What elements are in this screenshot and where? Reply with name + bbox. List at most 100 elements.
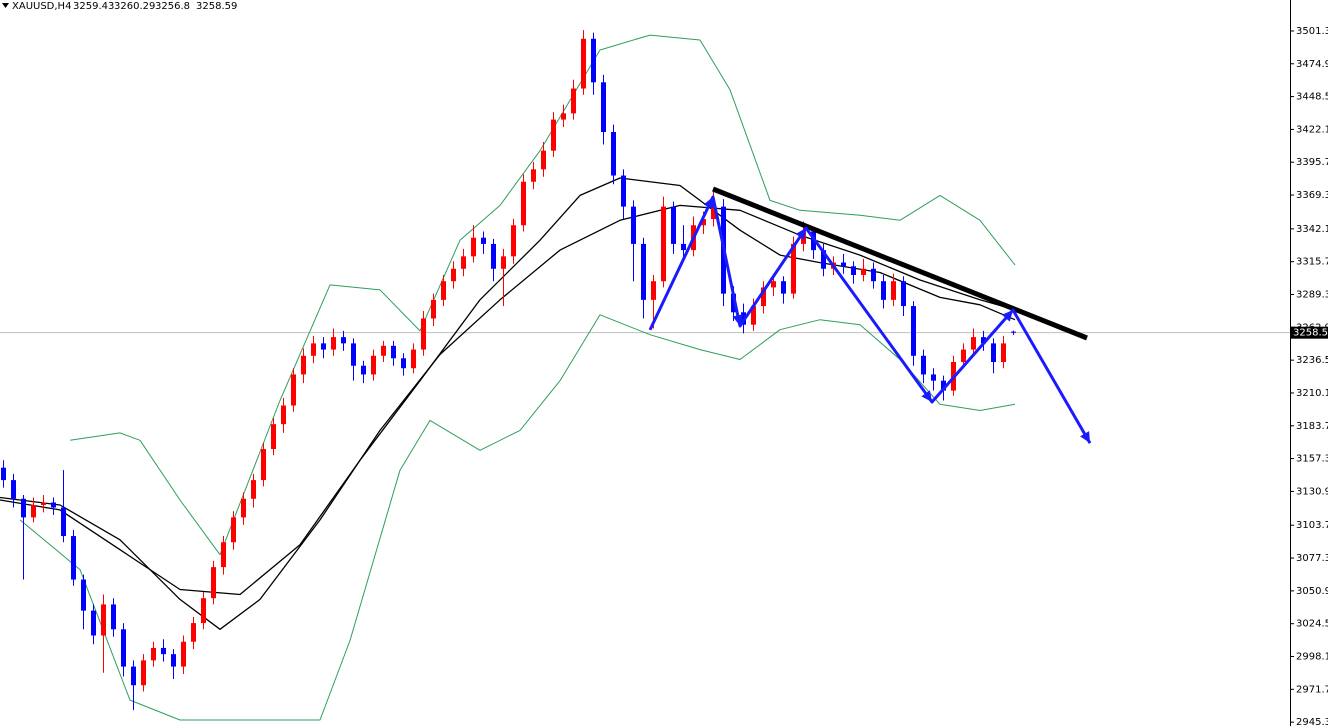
candle-body (941, 380, 946, 391)
y-tick-label: 3050.90 (1296, 586, 1328, 597)
indicator-line (69, 34, 1016, 556)
y-tick-label: 3236.50 (1296, 355, 1328, 366)
y-tick-label: 3422.10 (1296, 124, 1328, 135)
arrowhead (732, 314, 743, 326)
candle-body (731, 293, 736, 313)
candle-body (561, 113, 566, 120)
plot-area (0, 30, 1290, 721)
candle-body (761, 287, 766, 307)
candle-body (211, 567, 216, 599)
y-tick-label: 3157.30 (1296, 454, 1328, 465)
candle-body (1011, 331, 1016, 333)
candle-body (961, 349, 966, 363)
arrowhead (703, 196, 714, 209)
candle-body (601, 82, 606, 133)
candle-body (361, 365, 366, 375)
drawn-line (648, 195, 1092, 444)
candle-body (821, 250, 826, 269)
candle-body (401, 358, 406, 369)
candle-body (351, 343, 356, 366)
candle-body (981, 337, 986, 344)
y-tick-label: 3183.70 (1296, 421, 1328, 432)
candle-body (391, 345, 396, 359)
candle-body (501, 256, 506, 269)
candle-body (861, 268, 866, 275)
y-tick-label: 3474.90 (1296, 59, 1328, 70)
candle-body (251, 480, 256, 499)
candle-body (711, 206, 716, 220)
candle-body (431, 299, 436, 319)
candle-body (261, 449, 266, 481)
candle-body (541, 150, 546, 170)
candle-body (521, 181, 526, 226)
candle-body (341, 337, 346, 344)
candle-body (751, 306, 756, 325)
y-tick-label: 3103.70 (1296, 520, 1328, 531)
symbol-title: XAUUSD,H4 (12, 1, 71, 12)
header-low: 3256.8 (155, 1, 190, 12)
candle-body (591, 38, 596, 83)
indicator-line (19, 314, 1016, 721)
candle-body (231, 517, 236, 543)
candle-body (1, 467, 6, 481)
candle-body (631, 206, 636, 244)
y-tick-label: 3501.30 (1296, 26, 1328, 37)
candle-body (551, 119, 556, 151)
candle-body (11, 480, 16, 499)
candle-body (771, 281, 776, 288)
candle-body (51, 502, 56, 508)
candle-body (491, 243, 496, 269)
candle-body (411, 349, 416, 369)
candle-body (851, 266, 856, 275)
candle-body (31, 504, 36, 518)
candle-body (41, 502, 46, 505)
candle-body (311, 343, 316, 356)
arrowhead (1080, 431, 1090, 444)
candle-body (271, 424, 276, 450)
candle-body (531, 169, 536, 182)
menu-icon (2, 3, 9, 8)
candle-body (681, 243, 686, 251)
header-high: 3260.29 (114, 1, 155, 12)
arrowhead (921, 390, 932, 403)
candle-body (421, 318, 426, 350)
candle-body (1001, 343, 1006, 363)
candle-body (701, 219, 706, 226)
header-close: 3258.59 (196, 1, 237, 12)
indicator-line (0, 204, 1016, 630)
price-label-box (1291, 326, 1328, 339)
candle-body (101, 604, 106, 636)
candle-body (931, 374, 936, 381)
drawn-line (712, 186, 1088, 341)
candle-body (461, 256, 466, 269)
arrowhead (1001, 310, 1013, 322)
candle-body (91, 610, 96, 636)
current-price-label: 3258.59 (1293, 328, 1328, 339)
y-tick-label: 2945.30 (1296, 717, 1328, 726)
y-tick-label: 3130.90 (1296, 486, 1328, 497)
candle-body (881, 281, 886, 300)
y-tick-label: 3024.50 (1296, 619, 1328, 630)
candle-body (671, 206, 676, 244)
candle-body (901, 281, 906, 307)
candle-body (971, 337, 976, 350)
candle-body (651, 281, 656, 300)
candle-body (621, 175, 626, 207)
arrowhead (795, 227, 806, 240)
candle-body (191, 623, 196, 642)
candle-body (371, 355, 376, 375)
candle-body (181, 641, 186, 667)
candle-body (791, 243, 796, 294)
candle-body (481, 237, 486, 244)
y-tick-label: 3210.10 (1296, 388, 1328, 399)
candle-body (241, 498, 246, 518)
y-tick-label: 3395.70 (1296, 157, 1328, 168)
candle-body (301, 355, 306, 375)
y-tick-label: 3077.30 (1296, 553, 1328, 564)
candle-body (281, 405, 286, 425)
candle-body (381, 345, 386, 356)
candle-body (151, 647, 156, 661)
y-tick-label: 3369.30 (1296, 190, 1328, 201)
